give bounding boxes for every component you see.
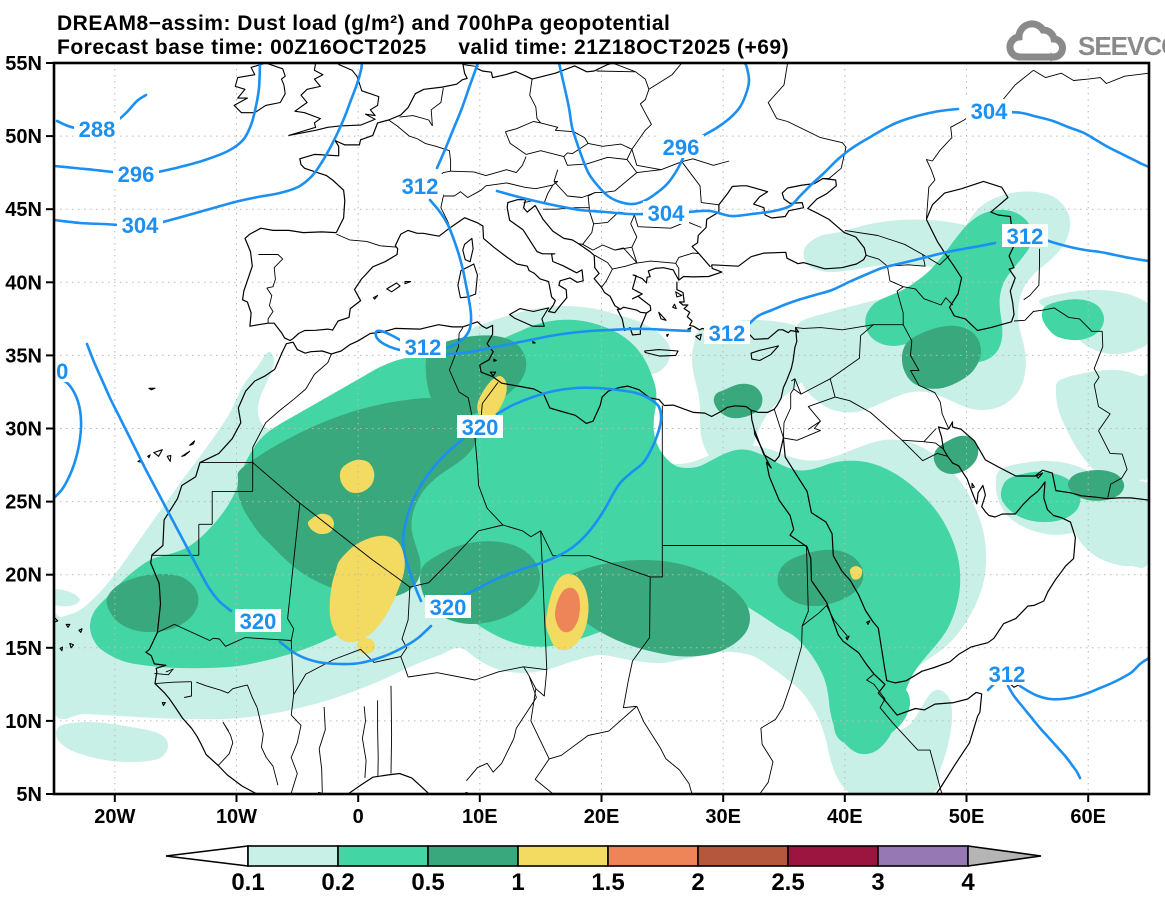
svg-text:320: 320 — [462, 415, 499, 440]
svg-text:312: 312 — [709, 321, 746, 346]
svg-text:296: 296 — [118, 162, 155, 187]
svg-text:3: 3 — [871, 869, 884, 896]
svg-text:30N: 30N — [5, 419, 42, 441]
svg-text:304: 304 — [122, 213, 159, 238]
svg-text:10N: 10N — [5, 711, 42, 733]
svg-text:288: 288 — [79, 117, 116, 142]
svg-text:0.1: 0.1 — [231, 869, 264, 896]
svg-text:40N: 40N — [5, 272, 42, 294]
svg-text:Forecast base time: 00Z16OCT20: Forecast base time: 00Z16OCT2025 valid t… — [57, 36, 789, 59]
svg-text:296: 296 — [663, 135, 700, 160]
svg-text:320: 320 — [430, 595, 467, 620]
svg-text:320: 320 — [240, 609, 277, 634]
svg-text:45N: 45N — [5, 199, 42, 221]
svg-text:312: 312 — [402, 174, 439, 199]
svg-text:SEEVCCC: SEEVCCC — [1078, 31, 1165, 61]
svg-text:55N: 55N — [5, 53, 42, 75]
svg-text:312: 312 — [989, 662, 1026, 687]
svg-text:35N: 35N — [5, 345, 42, 367]
svg-text:304: 304 — [648, 201, 685, 226]
svg-text:20E: 20E — [584, 806, 620, 828]
svg-text:0.5: 0.5 — [411, 869, 444, 896]
svg-text:5N: 5N — [16, 784, 42, 806]
svg-text:30E: 30E — [705, 806, 741, 828]
svg-text:50N: 50N — [5, 126, 42, 148]
svg-text:20W: 20W — [94, 806, 135, 828]
svg-text:0: 0 — [353, 806, 364, 828]
svg-text:20N: 20N — [5, 565, 42, 587]
svg-text:1.5: 1.5 — [591, 869, 624, 896]
svg-text:312: 312 — [405, 335, 442, 360]
svg-text:10W: 10W — [216, 806, 257, 828]
svg-text:40E: 40E — [827, 806, 863, 828]
svg-text:304: 304 — [971, 99, 1008, 124]
svg-text:0.2: 0.2 — [321, 869, 354, 896]
svg-text:10E: 10E — [462, 806, 498, 828]
svg-text:50E: 50E — [949, 806, 985, 828]
svg-text:60E: 60E — [1070, 806, 1106, 828]
svg-text:4: 4 — [961, 869, 975, 896]
svg-text:25N: 25N — [5, 492, 42, 514]
svg-text:1: 1 — [511, 869, 524, 896]
svg-text:15N: 15N — [5, 638, 42, 660]
svg-text:2.5: 2.5 — [771, 869, 804, 896]
svg-text:2: 2 — [691, 869, 704, 896]
svg-text:312: 312 — [1007, 224, 1044, 249]
svg-text:320: 320 — [32, 359, 69, 384]
svg-text:DREAM8−assim: Dust load (g/m²): DREAM8−assim: Dust load (g/m²) and 700hP… — [57, 12, 670, 35]
